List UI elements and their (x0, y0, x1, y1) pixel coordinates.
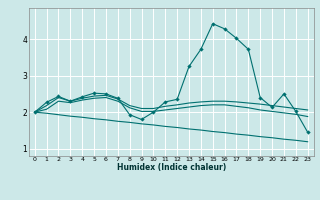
X-axis label: Humidex (Indice chaleur): Humidex (Indice chaleur) (116, 163, 226, 172)
